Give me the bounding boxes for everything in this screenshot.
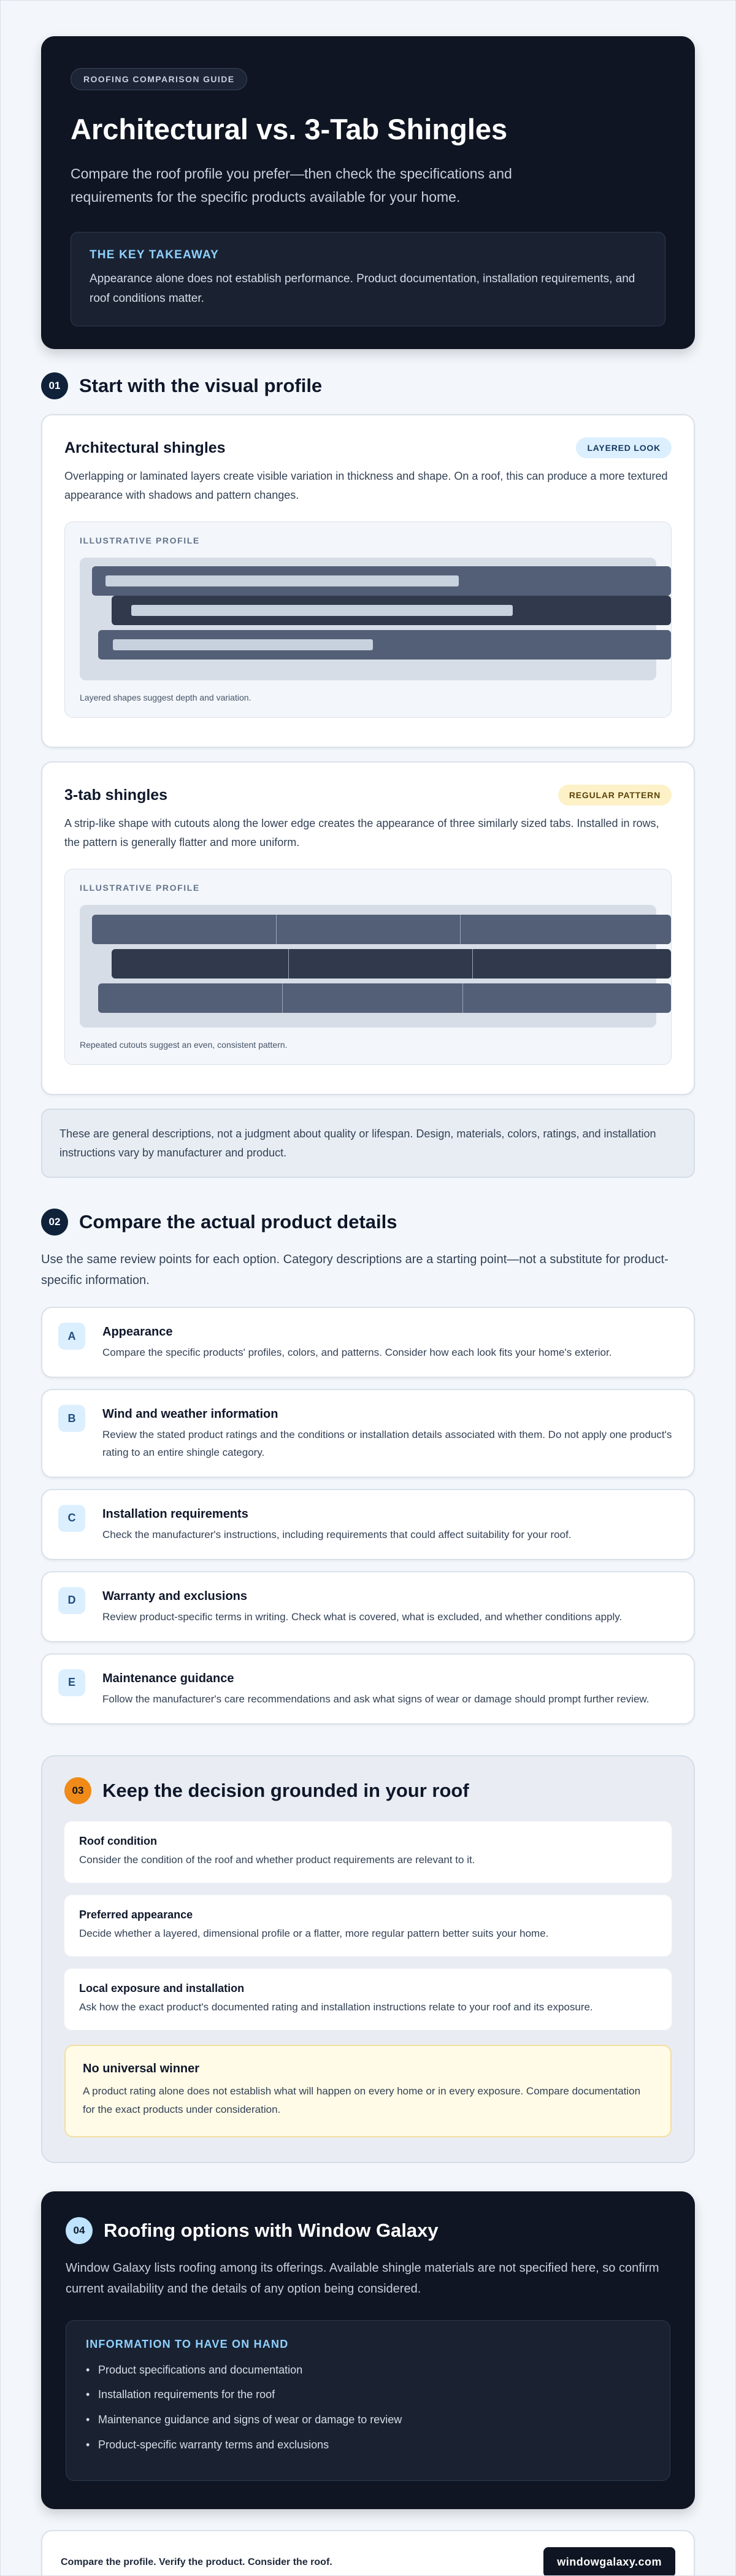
item-letter-d: D [58,1586,85,1614]
layer-highlight [105,575,459,587]
list-item: Maintenance guidance and signs of wear o… [86,2412,650,2429]
list-item: Product-specific warranty terms and excl… [86,2437,650,2454]
section-3: 03 Keep the decision grounded in your ro… [41,1755,695,2163]
no-universal-winner-callout: No universal winner A product rating alo… [64,2045,672,2137]
tab-cutout [462,983,463,1013]
factor-text: Decide whether a layered, dimensional pr… [79,1927,549,1939]
tab-cutout [276,915,277,945]
checklist-item-appearance: A Appearance Compare the specific produc… [41,1307,695,1378]
three-tab-card: 3-tab shingles REGULAR PATTERN A strip-l… [41,761,695,1095]
factor-local-exposure: Local exposure and installation Ask how … [64,1968,672,2031]
item-title: Wind and weather information [102,1407,278,1421]
item-text: Review the stated product ratings and th… [102,1429,672,1458]
info-list: Product specifications and documentation… [86,2362,650,2455]
checklist-item-installation: C Installation requirements Check the ma… [41,1488,695,1560]
item-letter-c: C [58,1504,85,1532]
key-takeaway-box: THE KEY TAKEAWAY Appearance alone does n… [71,231,665,327]
layer-highlight [113,639,373,651]
section-3-title: Keep the decision grounded in your roof [102,1779,469,1801]
architectural-description: Overlapping or laminated layers create v… [64,470,668,501]
section-3-number: 03 [64,1777,91,1804]
section-4-number: 04 [66,2217,93,2244]
hero-lead: Compare the roof profile you prefer—then… [71,166,512,205]
section-4-header: 04 Roofing options with Window Galaxy [66,2217,670,2244]
item-title: Appearance [102,1325,173,1339]
item-title: Maintenance guidance [102,1671,234,1685]
illustration-label: ILLUSTRATIVE PROFILE [80,883,200,893]
item-title: Warranty and exclusions [102,1589,247,1603]
factor-preferred-appearance: Preferred appearance Decide whether a la… [64,1894,672,1956]
footer-tagline: Compare the profile. Verify the product.… [61,2556,332,2567]
architectural-illustration: ILLUSTRATIVE PROFILE Layered shapes sugg… [64,521,672,718]
architectural-shingle-graphic [80,558,671,681]
item-text: Compare the specific products' profiles,… [102,1347,612,1359]
section-1-title: Start with the visual profile [79,375,323,396]
section-4-title: Roofing options with Window Galaxy [104,2219,439,2241]
info-label: INFORMATION TO HAVE ON HAND [86,2337,289,2350]
section-4: 04 Roofing options with Window Galaxy Wi… [41,2191,695,2510]
factor-roof-condition: Roof condition Consider the condition of… [64,1821,672,1883]
item-text: Review product-specific terms in writing… [102,1610,623,1623]
section-4-lead: Window Galaxy lists roofing among its of… [66,2261,659,2296]
three-tab-title: 3-tab shingles [64,786,168,804]
three-tab-illustration: ILLUSTRATIVE PROFILE Repeated cutouts su… [64,869,672,1066]
list-item: Product specifications and documentation [86,2362,650,2379]
page-title: Architectural vs. 3-Tab Shingles [71,113,508,145]
factor-title: Preferred appearance [79,1908,193,1921]
architectural-card: Architectural shingles LAYERED LOOK Over… [41,414,695,748]
factor-text: Consider the condition of the roof and w… [79,1853,475,1866]
section-3-header: 03 Keep the decision grounded in your ro… [64,1777,672,1804]
section-1-number: 01 [41,372,68,399]
checklist-item-warranty: D Warranty and exclusions Review product… [41,1571,695,1642]
layered-look-badge: LAYERED LOOK [576,437,672,458]
website-link-button[interactable]: windowgalaxy.com [543,2547,675,2575]
factor-text: Ask how the exact product's documented r… [79,2001,593,2013]
section-2-intro: Use the same review points for each opti… [41,1253,669,1288]
winner-text: A product rating alone does not establis… [83,2085,641,2115]
list-item: Installation requirements for the roof [86,2386,650,2404]
item-letter-b: B [58,1405,85,1432]
winner-title: No universal winner [83,2062,200,2076]
architectural-caption: Layered shapes suggest depth and variati… [80,693,251,703]
section-1-header: 01 Start with the visual profile [41,372,695,399]
factor-title: Roof condition [79,1834,157,1847]
item-title: Installation requirements [102,1507,248,1521]
architectural-title: Architectural shingles [64,439,226,456]
tab-cutout [472,949,473,979]
tab-cutout [288,949,289,979]
tab-row [112,949,671,979]
checklist-item-maintenance: E Maintenance guidance Follow the manufa… [41,1653,695,1724]
tab-row [98,983,671,1013]
checklist-item-wind-weather: B Wind and weather information Review th… [41,1389,695,1478]
takeaway-text: Appearance alone does not establish perf… [90,272,635,306]
tab-row [92,915,671,945]
general-descriptions-note: These are general descriptions, not a ju… [41,1109,695,1178]
three-tab-shingle-graphic [80,905,671,1028]
section-2-number: 02 [41,1209,68,1236]
three-tab-description: A strip-like shape with cutouts along th… [64,817,659,848]
section-2-title: Compare the actual product details [79,1211,397,1233]
item-text: Follow the manufacturer's care recommend… [102,1693,650,1705]
hero-banner: ROOFING COMPARISON GUIDE Architectural v… [41,36,695,349]
layer-highlight [131,605,513,617]
illustration-label: ILLUSTRATIVE PROFILE [80,536,200,546]
item-letter-a: A [58,1323,85,1350]
regular-pattern-badge: REGULAR PATTERN [558,785,672,805]
tab-cutout [460,915,461,945]
tab-cutout [282,983,283,1013]
item-text: Check the manufacturer's instructions, i… [102,1528,572,1540]
factor-title: Local exposure and installation [79,1982,245,1994]
info-to-have-box: INFORMATION TO HAVE ON HAND Product spec… [66,2320,670,2482]
item-letter-e: E [58,1669,85,1696]
guide-eyebrow-pill: ROOFING COMPARISON GUIDE [71,68,248,90]
section-2-header: 02 Compare the actual product details [41,1209,695,1236]
three-tab-caption: Repeated cutouts suggest an even, consis… [80,1040,288,1050]
footer-bar: Compare the profile. Verify the product.… [41,2530,695,2575]
takeaway-label: THE KEY TAKEAWAY [90,248,219,261]
